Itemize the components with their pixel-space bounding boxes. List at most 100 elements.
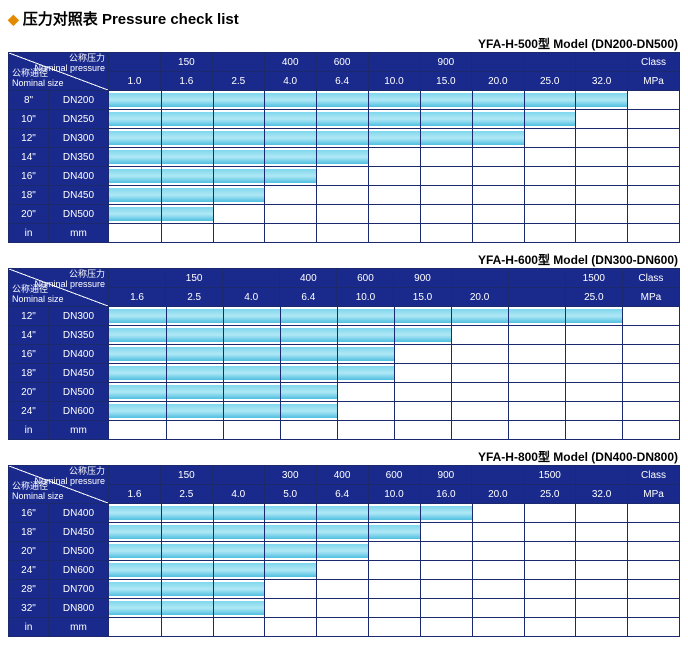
mpa-header-cell: 20.0: [472, 72, 524, 91]
class-header-cell: 900: [420, 466, 472, 485]
bar-cell: [109, 186, 680, 205]
footer-in: in: [9, 618, 49, 637]
mpa-header-cell: 16.0: [420, 485, 472, 504]
bar-cell: [109, 167, 680, 186]
size-mm-cell: DN400: [49, 345, 109, 364]
size-in-cell: 16": [9, 504, 49, 523]
mpa-header-cell: MPa: [622, 288, 679, 307]
pressure-bar: [109, 544, 369, 558]
size-in-cell: 20": [9, 542, 49, 561]
pressure-chart: 公称压力Nominal pressure公称通径Nominal size1504…: [8, 268, 680, 440]
mpa-header-cell: 20.0: [451, 288, 508, 307]
class-header-cell: [109, 269, 166, 288]
mpa-header-cell: 10.0: [368, 72, 420, 91]
footer-mm: mm: [49, 224, 109, 243]
size-in-cell: 32": [9, 599, 49, 618]
size-in-cell: 18": [9, 364, 49, 383]
class-header-cell: [212, 53, 264, 72]
class-header-cell: [223, 269, 280, 288]
size-mm-cell: DN800: [49, 599, 109, 618]
size-in-cell: 18": [9, 523, 49, 542]
size-mm-cell: DN250: [49, 110, 109, 129]
pressure-bar: [109, 366, 395, 380]
pressure-chart: 公称压力Nominal pressure公称通径Nominal size1503…: [8, 465, 680, 637]
bar-cell: [109, 402, 680, 421]
mpa-header-cell: 4.0: [223, 288, 280, 307]
size-in-cell: 18": [9, 186, 49, 205]
size-mm-cell: DN450: [49, 523, 109, 542]
pressure-bar: [109, 347, 395, 361]
size-in-cell: 28": [9, 580, 49, 599]
footer-in: in: [9, 421, 49, 440]
bar-cell: [109, 542, 680, 561]
bar-cell: [109, 561, 680, 580]
size-in-cell: 20": [9, 205, 49, 224]
mpa-header-cell: 6.4: [316, 72, 368, 91]
size-in-cell: 14": [9, 326, 49, 345]
page-title: ◆压力对照表 Pressure check list: [8, 8, 680, 29]
size-in-cell: 16": [9, 345, 49, 364]
class-header-cell: 400: [264, 53, 316, 72]
mpa-header-cell: 2.5: [160, 485, 212, 504]
size-mm-cell: DN500: [49, 383, 109, 402]
pressure-bar: [109, 328, 452, 342]
size-in-cell: 16": [9, 167, 49, 186]
class-header-cell: [109, 466, 161, 485]
charts-container: YFA-H-500型 Model (DN200-DN500)公称压力Nomina…: [8, 35, 680, 637]
footer-mm: mm: [49, 421, 109, 440]
mpa-header-cell: 6.4: [316, 485, 368, 504]
class-header-cell: [368, 53, 420, 72]
size-mm-cell: DN400: [49, 167, 109, 186]
pressure-bar: [109, 93, 628, 107]
class-header-cell: [576, 53, 628, 72]
pressure-bar: [109, 188, 265, 202]
bar-cell: [109, 326, 680, 345]
class-header-cell: 600: [337, 269, 394, 288]
class-header-cell: [472, 466, 524, 485]
bar-cell: [109, 110, 680, 129]
size-in-cell: 12": [9, 307, 49, 326]
bar-cell: [109, 504, 680, 523]
class-header-cell: 600: [316, 53, 368, 72]
title-text: 压力对照表 Pressure check list: [23, 11, 239, 28]
class-header-cell: Class: [622, 269, 679, 288]
pressure-bar: [109, 309, 623, 323]
mpa-header-cell: 1.6: [109, 485, 161, 504]
size-in-cell: 12": [9, 129, 49, 148]
footer-empty: [109, 421, 680, 440]
pressure-bar: [109, 150, 369, 164]
mpa-header-cell: 25.0: [565, 288, 622, 307]
pressure-bar: [109, 582, 265, 596]
size-mm-cell: DN450: [49, 364, 109, 383]
size-mm-cell: DN500: [49, 542, 109, 561]
class-header-cell: [212, 466, 264, 485]
size-mm-cell: DN350: [49, 148, 109, 167]
pressure-bar: [109, 207, 214, 221]
class-header-cell: 150: [160, 466, 212, 485]
footer-empty: [109, 618, 680, 637]
model-label: YFA-H-500型 Model (DN200-DN500): [8, 35, 680, 52]
mpa-header-cell: MPa: [628, 485, 680, 504]
size-mm-cell: DN700: [49, 580, 109, 599]
size-mm-cell: DN400: [49, 504, 109, 523]
pressure-chart: 公称压力Nominal pressure公称通径Nominal size1504…: [8, 52, 680, 243]
class-header-cell: [524, 53, 576, 72]
size-in-cell: 8": [9, 91, 49, 110]
class-header-cell: [109, 53, 161, 72]
size-in-cell: 10": [9, 110, 49, 129]
mpa-header-cell: 1.0: [109, 72, 161, 91]
mpa-header-cell: 10.0: [368, 485, 420, 504]
size-mm-cell: DN600: [49, 402, 109, 421]
pressure-bar: [109, 563, 317, 577]
class-header-cell: 1500: [565, 269, 622, 288]
model-label: YFA-H-800型 Model (DN400-DN800): [8, 448, 680, 465]
footer-empty: [109, 224, 680, 243]
size-mm-cell: DN600: [49, 561, 109, 580]
size-mm-cell: DN300: [49, 129, 109, 148]
corner-header: 公称压力Nominal pressure公称通径Nominal size: [9, 53, 109, 91]
mpa-header-cell: 15.0: [420, 72, 472, 91]
bar-cell: [109, 523, 680, 542]
size-mm-cell: DN200: [49, 91, 109, 110]
mpa-header-cell: MPa: [628, 72, 680, 91]
size-in-cell: 24": [9, 402, 49, 421]
